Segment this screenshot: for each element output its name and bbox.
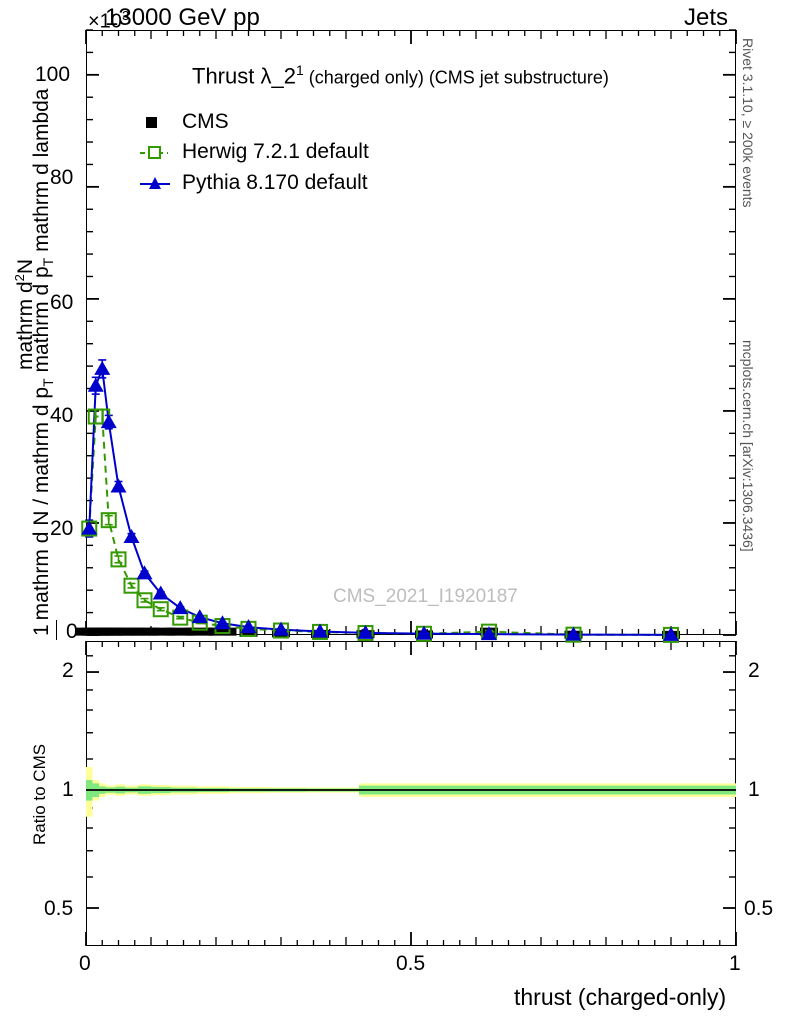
pythia-marker	[136, 565, 153, 580]
pythia-marker	[240, 619, 257, 634]
herwig-marker	[100, 512, 117, 529]
herwig-marker	[136, 592, 153, 609]
pythia-marker	[416, 625, 432, 640]
ratio-y-tick-label-right: 0.5	[744, 897, 774, 920]
cms-data-marker	[130, 627, 159, 636]
pythia-marker	[87, 377, 104, 392]
pythia-marker	[81, 520, 98, 535]
plot-title: Thrust λ_21 (charged only) (CMS jet subs…	[192, 62, 609, 89]
ratio-y-tick-label: 2	[62, 659, 74, 682]
ratio-y-tick-label-right: 2	[748, 659, 760, 682]
legend-label: Herwig 7.2.1 default	[182, 140, 369, 163]
y-tick-label: 60	[50, 291, 74, 314]
marker-square-black-icon	[146, 117, 157, 128]
ratio-y-tick-label: 1	[62, 778, 74, 801]
pythia-marker	[357, 624, 374, 639]
triangle-icon	[149, 177, 161, 189]
pythia-marker	[565, 626, 582, 641]
y-tick-label: 0	[66, 620, 78, 643]
cms-data-marker	[185, 627, 214, 636]
legend-label: Pythia 8.170 default	[182, 171, 368, 194]
pythia-marker	[110, 478, 127, 493]
y-tick-label: 80	[50, 166, 74, 189]
beam-energy-label: 13000 GeV pp	[105, 4, 260, 31]
ratio-y-tick-label-right: 1	[748, 778, 760, 801]
x-tick-label: 0	[79, 952, 91, 975]
cms-data-marker	[166, 627, 195, 636]
pythia-marker	[663, 626, 679, 641]
herwig-marker	[110, 551, 127, 568]
x-tick-label: 0.5	[396, 952, 426, 975]
cms-data-marker	[208, 627, 237, 636]
process-label: Jets	[684, 4, 729, 31]
pythia-marker	[191, 609, 208, 624]
pythia-marker	[312, 623, 328, 638]
x-tick-label: 1	[729, 952, 741, 975]
legend-label: CMS	[182, 110, 229, 133]
pythia-marker	[94, 360, 111, 375]
pythia-marker	[100, 414, 117, 429]
pythia-marker	[152, 585, 169, 600]
exponent-label: ×103	[88, 8, 130, 33]
pythia-marker	[172, 600, 189, 615]
cms-data-marker	[146, 627, 175, 636]
herwig-marker	[152, 601, 169, 618]
y-tick-label: 40	[50, 404, 74, 427]
ratio-y-tick-label: 0.5	[44, 897, 74, 920]
y-tick-label: 20	[50, 517, 74, 540]
pythia-marker	[273, 621, 289, 636]
y-tick-label: 100	[35, 63, 71, 86]
pythia-marker	[214, 615, 231, 630]
pythia-marker	[123, 528, 140, 543]
open-square-icon	[148, 146, 161, 159]
pythia-marker	[481, 626, 497, 641]
herwig-marker	[123, 577, 140, 594]
x-axis-label: thrust (charged-only)	[514, 984, 727, 1010]
watermark: CMS_2021_I1920187	[333, 586, 518, 607]
